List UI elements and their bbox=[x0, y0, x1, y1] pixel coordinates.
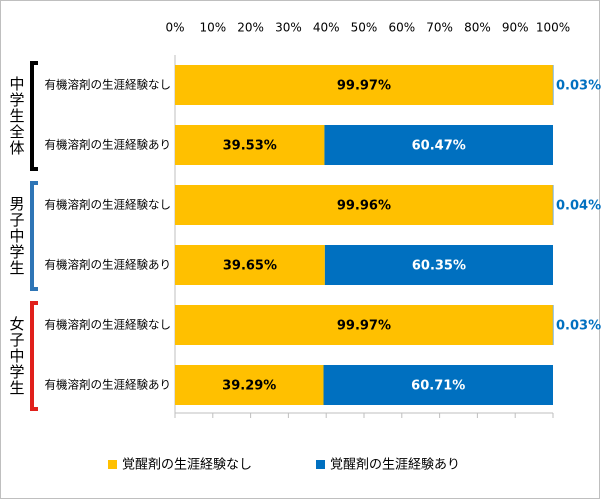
value-label: 39.53% bbox=[223, 139, 277, 154]
group-bracket bbox=[30, 181, 38, 291]
value-label: 60.35% bbox=[412, 259, 466, 274]
bar-segment bbox=[552, 65, 554, 105]
x-tick-label: 40% bbox=[313, 21, 340, 35]
group-label: 女子中学生 bbox=[8, 315, 26, 396]
y-tick-label: 有機溶剤の生涯経験あり bbox=[45, 378, 172, 392]
value-label: 99.97% bbox=[337, 79, 391, 94]
bar-segment bbox=[324, 245, 553, 285]
x-tick-label: 50% bbox=[351, 21, 378, 35]
x-tick-label: 70% bbox=[426, 21, 453, 35]
value-label: 0.03% bbox=[556, 319, 601, 334]
y-tick-label: 有機溶剤の生涯経験あり bbox=[45, 138, 172, 152]
legend-label: 覚醒剤の生涯経験あり bbox=[330, 457, 460, 473]
x-tick-label: 90% bbox=[502, 21, 529, 35]
legend-swatch bbox=[108, 460, 117, 469]
value-label: 60.71% bbox=[411, 379, 465, 394]
bar-segment bbox=[175, 245, 325, 285]
group-label: 男子中学生 bbox=[8, 196, 26, 276]
group-bracket bbox=[30, 61, 38, 171]
legend-label: 覚醒剤の生涯経験なし bbox=[122, 457, 252, 473]
value-label: 60.47% bbox=[412, 139, 466, 154]
y-tick-label: 有機溶剤の生涯経験なし bbox=[45, 78, 172, 92]
bar-segment bbox=[552, 185, 554, 225]
legend-swatch bbox=[316, 460, 325, 469]
value-label: 0.03% bbox=[556, 79, 601, 94]
x-tick-label: 60% bbox=[388, 21, 415, 35]
value-label: 0.04% bbox=[556, 199, 601, 214]
x-tick-label: 20% bbox=[237, 21, 264, 35]
y-tick-label: 有機溶剤の生涯経験なし bbox=[45, 198, 172, 212]
bar-segment bbox=[323, 365, 553, 405]
bar-segment bbox=[175, 305, 553, 345]
bar-segment bbox=[175, 65, 553, 105]
y-tick-label: 有機溶剤の生涯経験なし bbox=[45, 318, 172, 332]
bar-segment bbox=[175, 185, 553, 225]
value-label: 39.65% bbox=[223, 259, 277, 274]
group-label: 中学生全体 bbox=[8, 76, 26, 156]
value-label: 99.96% bbox=[337, 199, 391, 214]
x-tick-label: 80% bbox=[464, 21, 491, 35]
x-tick-label: 30% bbox=[275, 21, 302, 35]
x-tick-label: 100% bbox=[536, 21, 570, 35]
bar-segment bbox=[175, 365, 324, 405]
value-label: 99.97% bbox=[337, 319, 391, 334]
bar-segment bbox=[552, 305, 554, 345]
bar-segment bbox=[175, 125, 325, 165]
bar-segment bbox=[324, 125, 553, 165]
value-label: 39.29% bbox=[222, 379, 276, 394]
x-tick-label: 0% bbox=[165, 21, 184, 35]
group-bracket bbox=[30, 301, 38, 411]
x-tick-label: 10% bbox=[199, 21, 226, 35]
y-tick-label: 有機溶剤の生涯経験あり bbox=[45, 258, 172, 272]
